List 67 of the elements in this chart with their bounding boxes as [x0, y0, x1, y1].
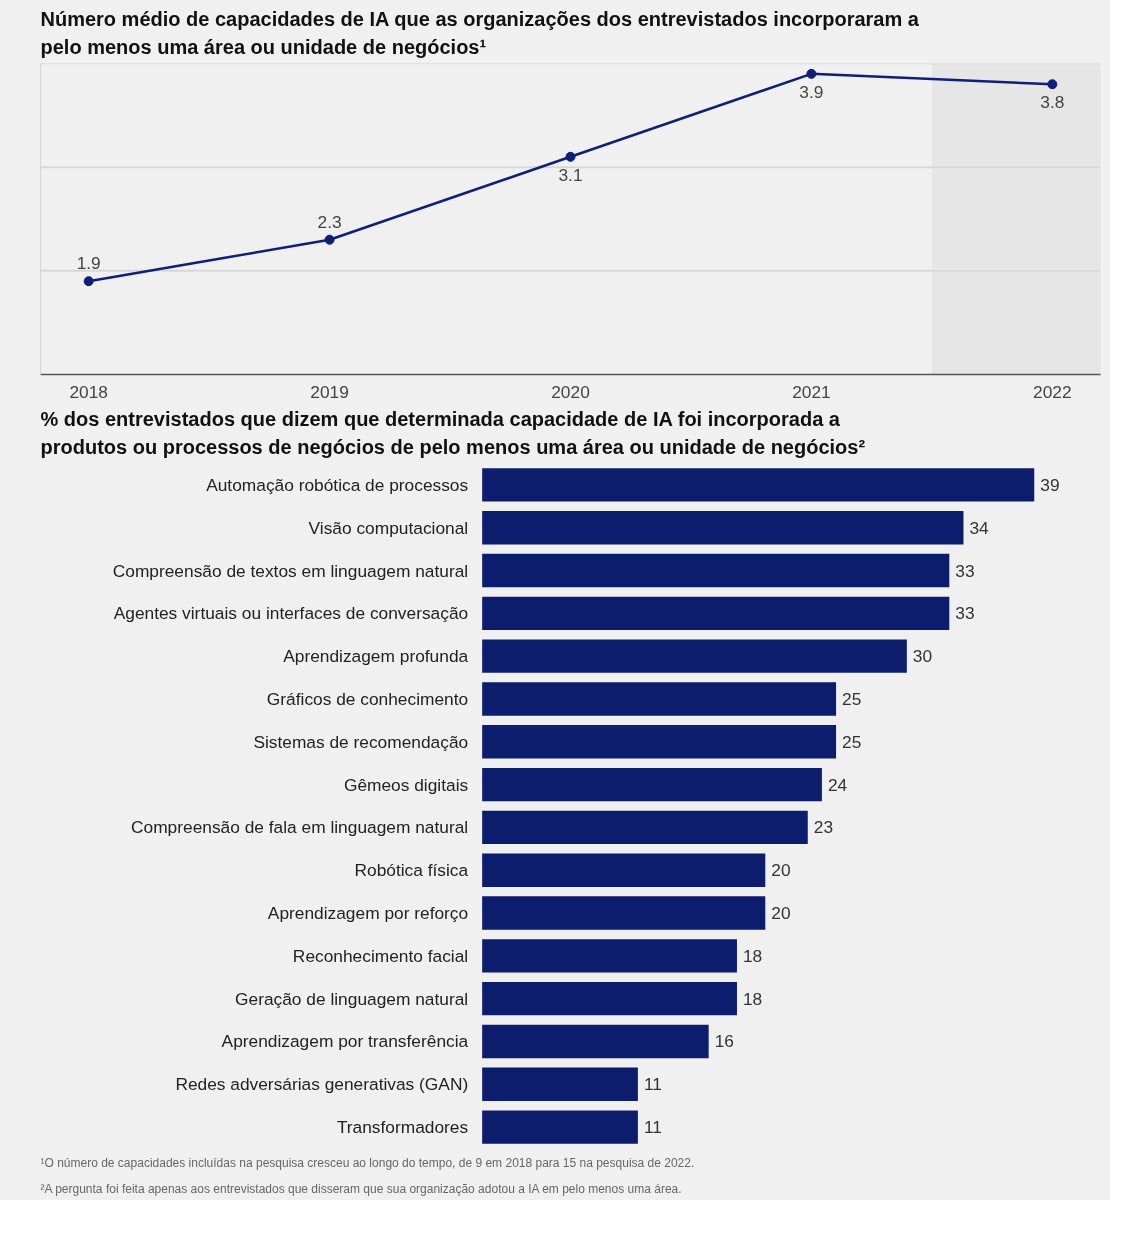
y-tick-label: Redes adversárias generativas (GAN) — [175, 1074, 469, 1095]
y-tick-label: Compreensão de textos em linguagem natural — [112, 560, 469, 581]
y-tick-label: Automação robótica de processos — [206, 474, 469, 495]
data-label: 3.9 — [799, 81, 824, 102]
bar — [482, 725, 837, 759]
data-label: 11 — [643, 1074, 662, 1095]
y-tick-label: Gêmeos digitais — [343, 774, 469, 795]
data-label: 20 — [771, 860, 791, 881]
bar — [482, 639, 907, 673]
bar — [482, 1067, 638, 1101]
bar — [482, 511, 964, 545]
y-tick-label: Reconhecimento facial — [292, 945, 469, 966]
y-tick-label: Geração de linguagem natural — [235, 988, 469, 1009]
data-label: 3.1 — [558, 164, 583, 185]
chart-title: % dos entrevistados que dizem que determinada capacidade de IA foi incorporada a produtos ou processos de negócios de pelo menos uma área ou unidade de negócios² — [40, 407, 866, 459]
y-tick-label: Agentes virtuais ou interfaces de conversação — [113, 603, 469, 624]
y-tick-label: Visão computacional — [308, 517, 469, 538]
data-label: 25 — [842, 688, 862, 709]
data-label: 34 — [969, 517, 990, 538]
data-label: 33 — [955, 603, 975, 624]
y-tick-label: Aprendizagem profunda — [283, 646, 469, 667]
y-tick-label: Sistemas de recomendação — [253, 731, 469, 752]
y-tick-label: Gráficos de conhecimento — [266, 688, 469, 709]
x-tick-label: 2021 — [792, 381, 831, 402]
data-label: 24 — [827, 774, 848, 795]
data-label: 33 — [955, 560, 975, 581]
x-tick-label: 2018 — [69, 381, 108, 402]
bar — [482, 468, 1035, 502]
data-label: 25 — [842, 731, 862, 752]
data-label: 18 — [742, 988, 763, 1009]
bar — [482, 1110, 638, 1144]
point — [806, 68, 817, 79]
point — [565, 151, 576, 162]
data-label: 3.8 — [1040, 92, 1065, 113]
bar — [482, 596, 950, 631]
x-tick-label: 2019 — [310, 381, 349, 402]
bar — [482, 896, 766, 930]
data-label: 30 — [912, 646, 933, 667]
data-label: 23 — [813, 817, 834, 838]
point — [324, 234, 335, 245]
point — [1047, 79, 1058, 90]
bar — [482, 1024, 709, 1059]
data-label: 2.3 — [317, 211, 342, 232]
y-tick-label: Aprendizagem por reforço — [267, 903, 469, 924]
point — [83, 276, 94, 287]
text: ²A pergunta foi feita apenas aos entrevistados que disseram que sua organização adotou a IA em pelo menos uma área. — [40, 1181, 682, 1196]
data-label: 11 — [643, 1117, 662, 1138]
y-tick-label: Aprendizagem por transferência — [221, 1031, 469, 1052]
y-tick-label: Compreensão de fala em linguagem natural — [131, 817, 469, 838]
data-label: 18 — [742, 945, 763, 966]
data-label: 16 — [714, 1031, 734, 1052]
bar — [482, 853, 766, 887]
x-tick-label: 2022 — [1033, 381, 1072, 402]
bar — [482, 682, 837, 716]
data-label: 1.9 — [76, 253, 101, 274]
x-tick-label: 2020 — [551, 381, 590, 402]
chart-title: Número médio de capacidades de IA que as organizações dos entrevistados incorporaram a pelo menos uma área ou unidade de negócios¹ — [40, 7, 920, 59]
bar — [482, 939, 737, 973]
bar — [482, 981, 737, 1016]
data-label: 20 — [771, 903, 791, 924]
bar — [482, 553, 950, 588]
bar — [482, 767, 822, 802]
y-tick-label: Robótica física — [354, 860, 469, 881]
y-tick-label: Transformadores — [336, 1117, 469, 1138]
bar — [482, 810, 808, 845]
data-label: 39 — [1040, 474, 1060, 495]
text: ¹O número de capacidades incluídas na pesquisa cresceu ao longo do tempo, de 9 em 2018 para 15 na pesquisa de 2022. — [40, 1155, 695, 1170]
